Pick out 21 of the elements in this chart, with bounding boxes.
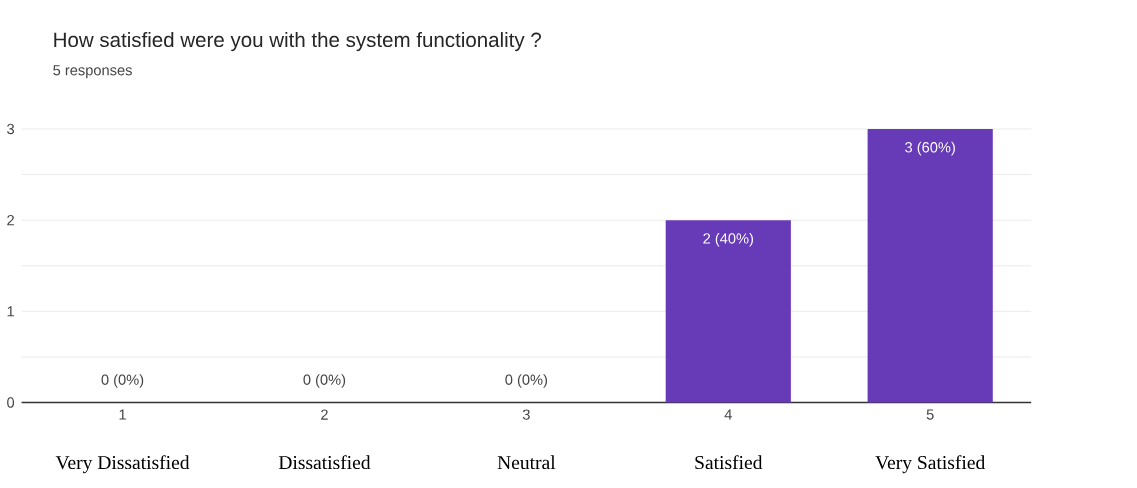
x-tick-label: 5 bbox=[926, 409, 934, 420]
y-tick-label: 1 bbox=[7, 306, 14, 317]
data-label: 0 (0%) bbox=[101, 374, 144, 389]
x-tick-label: 2 bbox=[321, 409, 328, 420]
y-tick-label: 2 bbox=[7, 215, 14, 226]
data-label: 0 (0%) bbox=[505, 374, 548, 389]
text: Very Satisfied bbox=[875, 455, 986, 474]
chart-title: How satisfied were you with the system functionality ? bbox=[54, 32, 541, 52]
text: Satisfied bbox=[695, 455, 763, 470]
text: Very Dissatisfied bbox=[55, 455, 190, 474]
chart-subtitle: 5 responses bbox=[53, 65, 132, 79]
x-tick-label: 4 bbox=[724, 409, 732, 420]
y-tick-label: 0 bbox=[7, 397, 15, 408]
x-tick-label: 1 bbox=[119, 409, 126, 420]
data-label: 3 (60%) bbox=[905, 141, 955, 156]
data-label: 0 (0%) bbox=[303, 374, 346, 389]
text: Dissatisfied bbox=[278, 455, 371, 470]
text: Neutral bbox=[497, 455, 556, 470]
x-tick-label: 3 bbox=[522, 409, 530, 421]
data-label: 2 (40%) bbox=[703, 233, 754, 247]
y-tick-label: 3 bbox=[7, 124, 15, 135]
